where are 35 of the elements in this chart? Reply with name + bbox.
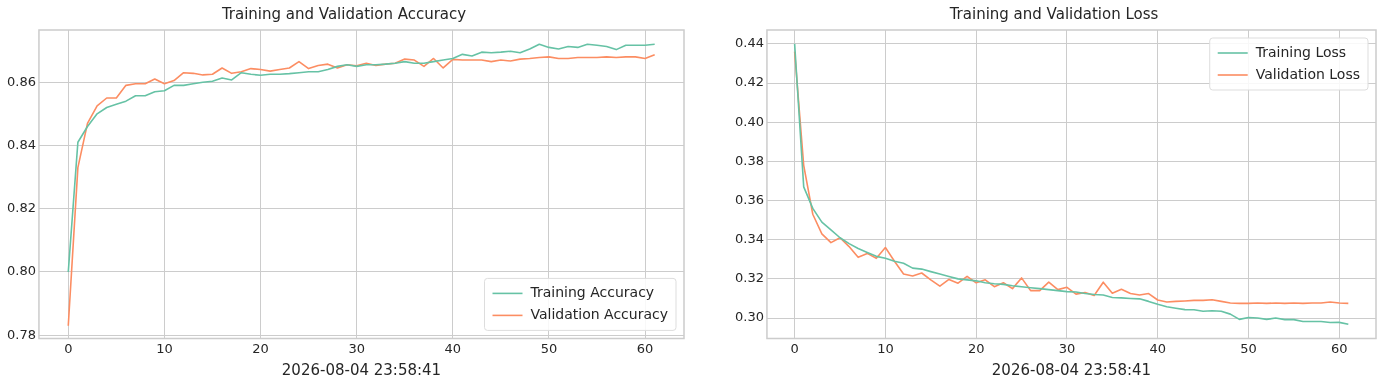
x-axis-title: 2026-08-04 23:58:41 [281, 360, 442, 379]
y-tick-label: 0.82 [6, 200, 36, 216]
legend-label: Training Loss [1254, 43, 1347, 60]
x-tick-label: 10 [877, 340, 894, 356]
x-tick-label: 20 [967, 340, 985, 356]
x-tick-label: 20 [252, 340, 269, 356]
x-tick-label: 10 [156, 340, 173, 356]
x-tick-label: 60 [1330, 340, 1348, 356]
x-tick-label: 0 [64, 340, 73, 356]
y-tick-label: 0.30 [734, 309, 764, 325]
y-tick-label: 0.38 [734, 152, 764, 168]
legend-label: Validation Loss [1255, 65, 1361, 82]
y-tick-label: 0.34 [734, 231, 764, 247]
y-tick-label: 0.40 [734, 113, 764, 129]
y-tick-label: 0.86 [6, 73, 36, 89]
y-tick-label: 0.84 [6, 136, 36, 152]
x-tick-label: 40 [444, 340, 462, 356]
x-tick-label: 30 [1058, 340, 1076, 356]
x-axis-title: 2026-08-04 23:58:41 [991, 360, 1152, 379]
x-tick-label: 50 [540, 340, 558, 356]
legend-label: Validation Accuracy [530, 306, 668, 323]
x-tick-label: 50 [1240, 340, 1257, 356]
y-tick-label: 0.80 [6, 263, 36, 279]
x-tick-label: 30 [348, 340, 365, 356]
y-tick-label: 0.36 [734, 191, 764, 207]
y-tick-label: 0.42 [734, 74, 764, 90]
y-tick-label: 0.78 [6, 326, 36, 342]
y-tick-label: 0.32 [734, 270, 764, 286]
x-tick-label: 60 [636, 340, 654, 356]
x-tick-label: 0 [790, 340, 799, 356]
chart-title: Training and Validation Loss [948, 4, 1159, 23]
legend-label: Training Accuracy [529, 284, 655, 301]
y-tick-label: 0.44 [734, 35, 764, 51]
x-tick-label: 40 [1149, 340, 1166, 356]
chart-title: Training and Validation Accuracy [220, 4, 467, 23]
